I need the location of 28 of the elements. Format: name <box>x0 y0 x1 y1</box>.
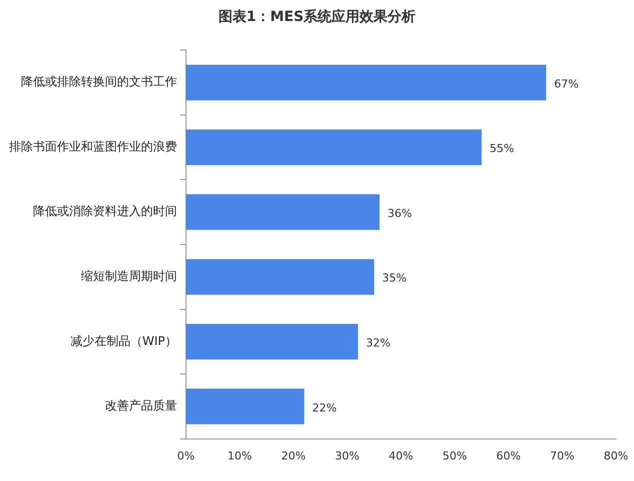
y-tick-label: 改善产品质量 <box>105 398 177 413</box>
y-tick-label: 降低或消除资料进入的时间 <box>33 204 177 218</box>
data-label: 32% <box>366 336 390 350</box>
x-tick-label: 70% <box>550 449 574 462</box>
x-tick-label: 40% <box>388 449 414 462</box>
y-tick-label: 缩短制造周期时间 <box>81 269 177 284</box>
x-tick-label: 30% <box>335 449 360 462</box>
x-tick-label: 60% <box>496 449 521 462</box>
y-tick-label: 减少在制品（WIP） <box>70 334 177 348</box>
bar <box>186 324 358 360</box>
bar <box>186 259 374 295</box>
x-tick-label: 20% <box>281 449 306 462</box>
data-label: 35% <box>382 272 407 285</box>
chart-title: 图表1：MES系统应用效果分析 <box>217 8 417 26</box>
y-tick-label: 排除书面作业和蓝图作业的浪费 <box>9 139 177 154</box>
bar <box>186 130 482 166</box>
x-tick-label: 80% <box>604 449 628 462</box>
data-label: 55% <box>490 142 514 156</box>
x-tick-label: 0% <box>177 449 195 462</box>
y-tick-label: 降低或排除转换间的文书工作 <box>21 74 177 89</box>
x-tick-label: 10% <box>228 449 252 462</box>
x-tick-label: 50% <box>442 449 467 462</box>
data-label: 36% <box>388 206 412 220</box>
data-label: 67% <box>554 77 579 90</box>
data-label: 22% <box>312 401 337 414</box>
bar <box>186 64 546 100</box>
bar <box>186 194 380 230</box>
bar <box>186 388 304 424</box>
